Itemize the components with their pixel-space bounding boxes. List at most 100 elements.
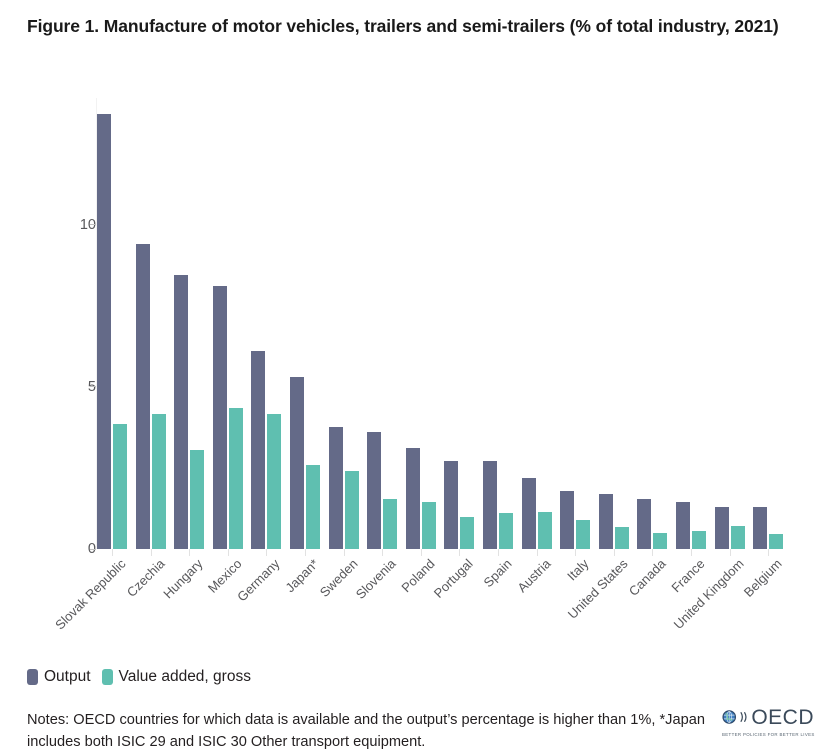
bar-output	[676, 501, 690, 549]
x-axis-tick-mark	[652, 549, 654, 556]
bar-output	[328, 427, 343, 549]
bar-output	[637, 498, 652, 549]
bar-group	[521, 0, 552, 549]
x-axis-tick-mark	[536, 549, 538, 556]
bar-group	[135, 0, 166, 549]
bar-group	[328, 0, 359, 549]
x-axis-label-text: Austria	[513, 556, 554, 596]
bar-output	[483, 461, 497, 549]
bar-output	[97, 114, 111, 549]
x-axis-label-text: Japan*	[282, 556, 322, 596]
x-axis-label-text: Italy	[564, 556, 592, 584]
bar-group	[483, 0, 513, 549]
bar-output	[405, 448, 420, 549]
figure-title: Figure 1. Manufacture of motor vehicles,…	[27, 16, 779, 36]
x-axis-label-text: Slovak Republic	[52, 556, 129, 633]
bar-output	[753, 506, 768, 549]
x-axis-tick-mark	[189, 549, 191, 556]
globe-icon	[722, 710, 737, 724]
bar-group	[97, 0, 127, 549]
bar-group	[637, 0, 668, 549]
bar-output	[251, 351, 266, 549]
x-axis-tick-mark	[613, 549, 615, 556]
bar-group	[174, 0, 205, 549]
x-axis-tick-mark	[768, 549, 770, 556]
bar-value-added	[653, 533, 668, 549]
logo-tagline: BETTER POLICIES FOR BETTER LIVES	[722, 732, 815, 737]
x-axis-tick-mark	[227, 549, 229, 556]
legend-item-label: Output	[44, 668, 91, 685]
bar-value-added	[730, 526, 745, 549]
bar-group	[290, 0, 320, 549]
bar-value-added	[537, 511, 552, 549]
bar-group	[598, 0, 629, 549]
y-axis-line	[96, 98, 97, 549]
legend-swatch-icon	[27, 669, 38, 685]
chart-legend: Output Value added, gross	[27, 668, 251, 686]
bar-value-added	[421, 501, 436, 549]
y-axis-tick-label: 10	[79, 216, 96, 233]
legend-item[interactable]: Value added, gross	[101, 668, 251, 686]
oecd-logo: OECD BETTER POLICIES FOR BETTER LIVES	[722, 706, 814, 748]
legend-item-label: Value added, gross	[118, 668, 251, 685]
x-axis-label-text: Belgium	[740, 556, 785, 600]
x-axis-tick-mark	[305, 549, 306, 556]
bar-value-added	[499, 513, 513, 549]
bar-group	[405, 0, 436, 549]
motion-arcs-icon	[740, 712, 747, 722]
x-axis-tick-mark	[459, 549, 461, 556]
bar-value-added	[228, 407, 243, 549]
bar-output	[560, 490, 575, 549]
x-axis-label-text: Slovenia	[352, 556, 399, 602]
bar-output	[212, 286, 227, 549]
bar-value-added	[151, 414, 166, 549]
bar-value-added	[576, 520, 591, 549]
bar-group	[444, 0, 475, 549]
y-axis-tick-mark	[90, 224, 96, 226]
bar-group	[714, 0, 745, 549]
x-axis-tick-mark	[112, 549, 113, 556]
figure-notes: Notes: OECD countries for which data is …	[27, 712, 705, 750]
y-axis-tick-mark	[90, 548, 96, 550]
bar-output	[290, 377, 304, 549]
bar-group	[753, 0, 784, 549]
bar-output	[598, 493, 613, 549]
legend-swatch-icon	[101, 669, 113, 685]
bar-value-added	[692, 531, 706, 549]
logo-wordmark: OECD	[751, 705, 814, 729]
y-axis-tick-mark	[90, 386, 96, 388]
chart-plot-area: 0510 Slovak RepublicCzechiaHungaryMexico…	[52, 0, 797, 633]
bar-output	[135, 244, 150, 549]
x-axis-label-text: Hungary	[160, 556, 206, 602]
x-axis-tick-mark	[498, 549, 499, 556]
x-axis-label-text: Spain	[480, 556, 515, 591]
bar-value-added	[267, 414, 282, 549]
bar-group	[251, 0, 282, 549]
bar-value-added	[769, 534, 784, 549]
bar-group	[212, 0, 243, 549]
legend-item[interactable]: Output	[27, 668, 91, 686]
bar-value-added	[113, 424, 127, 549]
logo-row: OECD	[722, 706, 814, 728]
bar-series-container: Slovak Republic Czechia Hungary Mexico Germa…	[52, 0, 797, 633]
x-axis-label-text: Portugal	[431, 556, 476, 601]
x-axis-tick-mark	[729, 549, 731, 556]
bar-value-added	[344, 471, 359, 549]
bar-group	[367, 0, 398, 549]
bar-group	[676, 0, 706, 549]
x-axis-label-text: United Kingdom	[670, 556, 747, 633]
x-axis-tick-mark	[420, 549, 422, 556]
bar-value-added	[614, 526, 629, 549]
bar-output	[444, 461, 459, 549]
x-axis-label-text: Canada	[626, 556, 669, 599]
bar-output	[714, 506, 729, 549]
bar-value-added	[460, 517, 475, 549]
x-axis-tick-mark	[382, 549, 384, 556]
x-axis-tick-mark	[343, 549, 345, 556]
x-axis-tick-mark	[266, 549, 268, 556]
x-axis-tick-mark	[150, 549, 152, 556]
x-axis-tick-mark	[575, 549, 577, 556]
bar-output	[521, 477, 536, 549]
bar-group	[560, 0, 591, 549]
